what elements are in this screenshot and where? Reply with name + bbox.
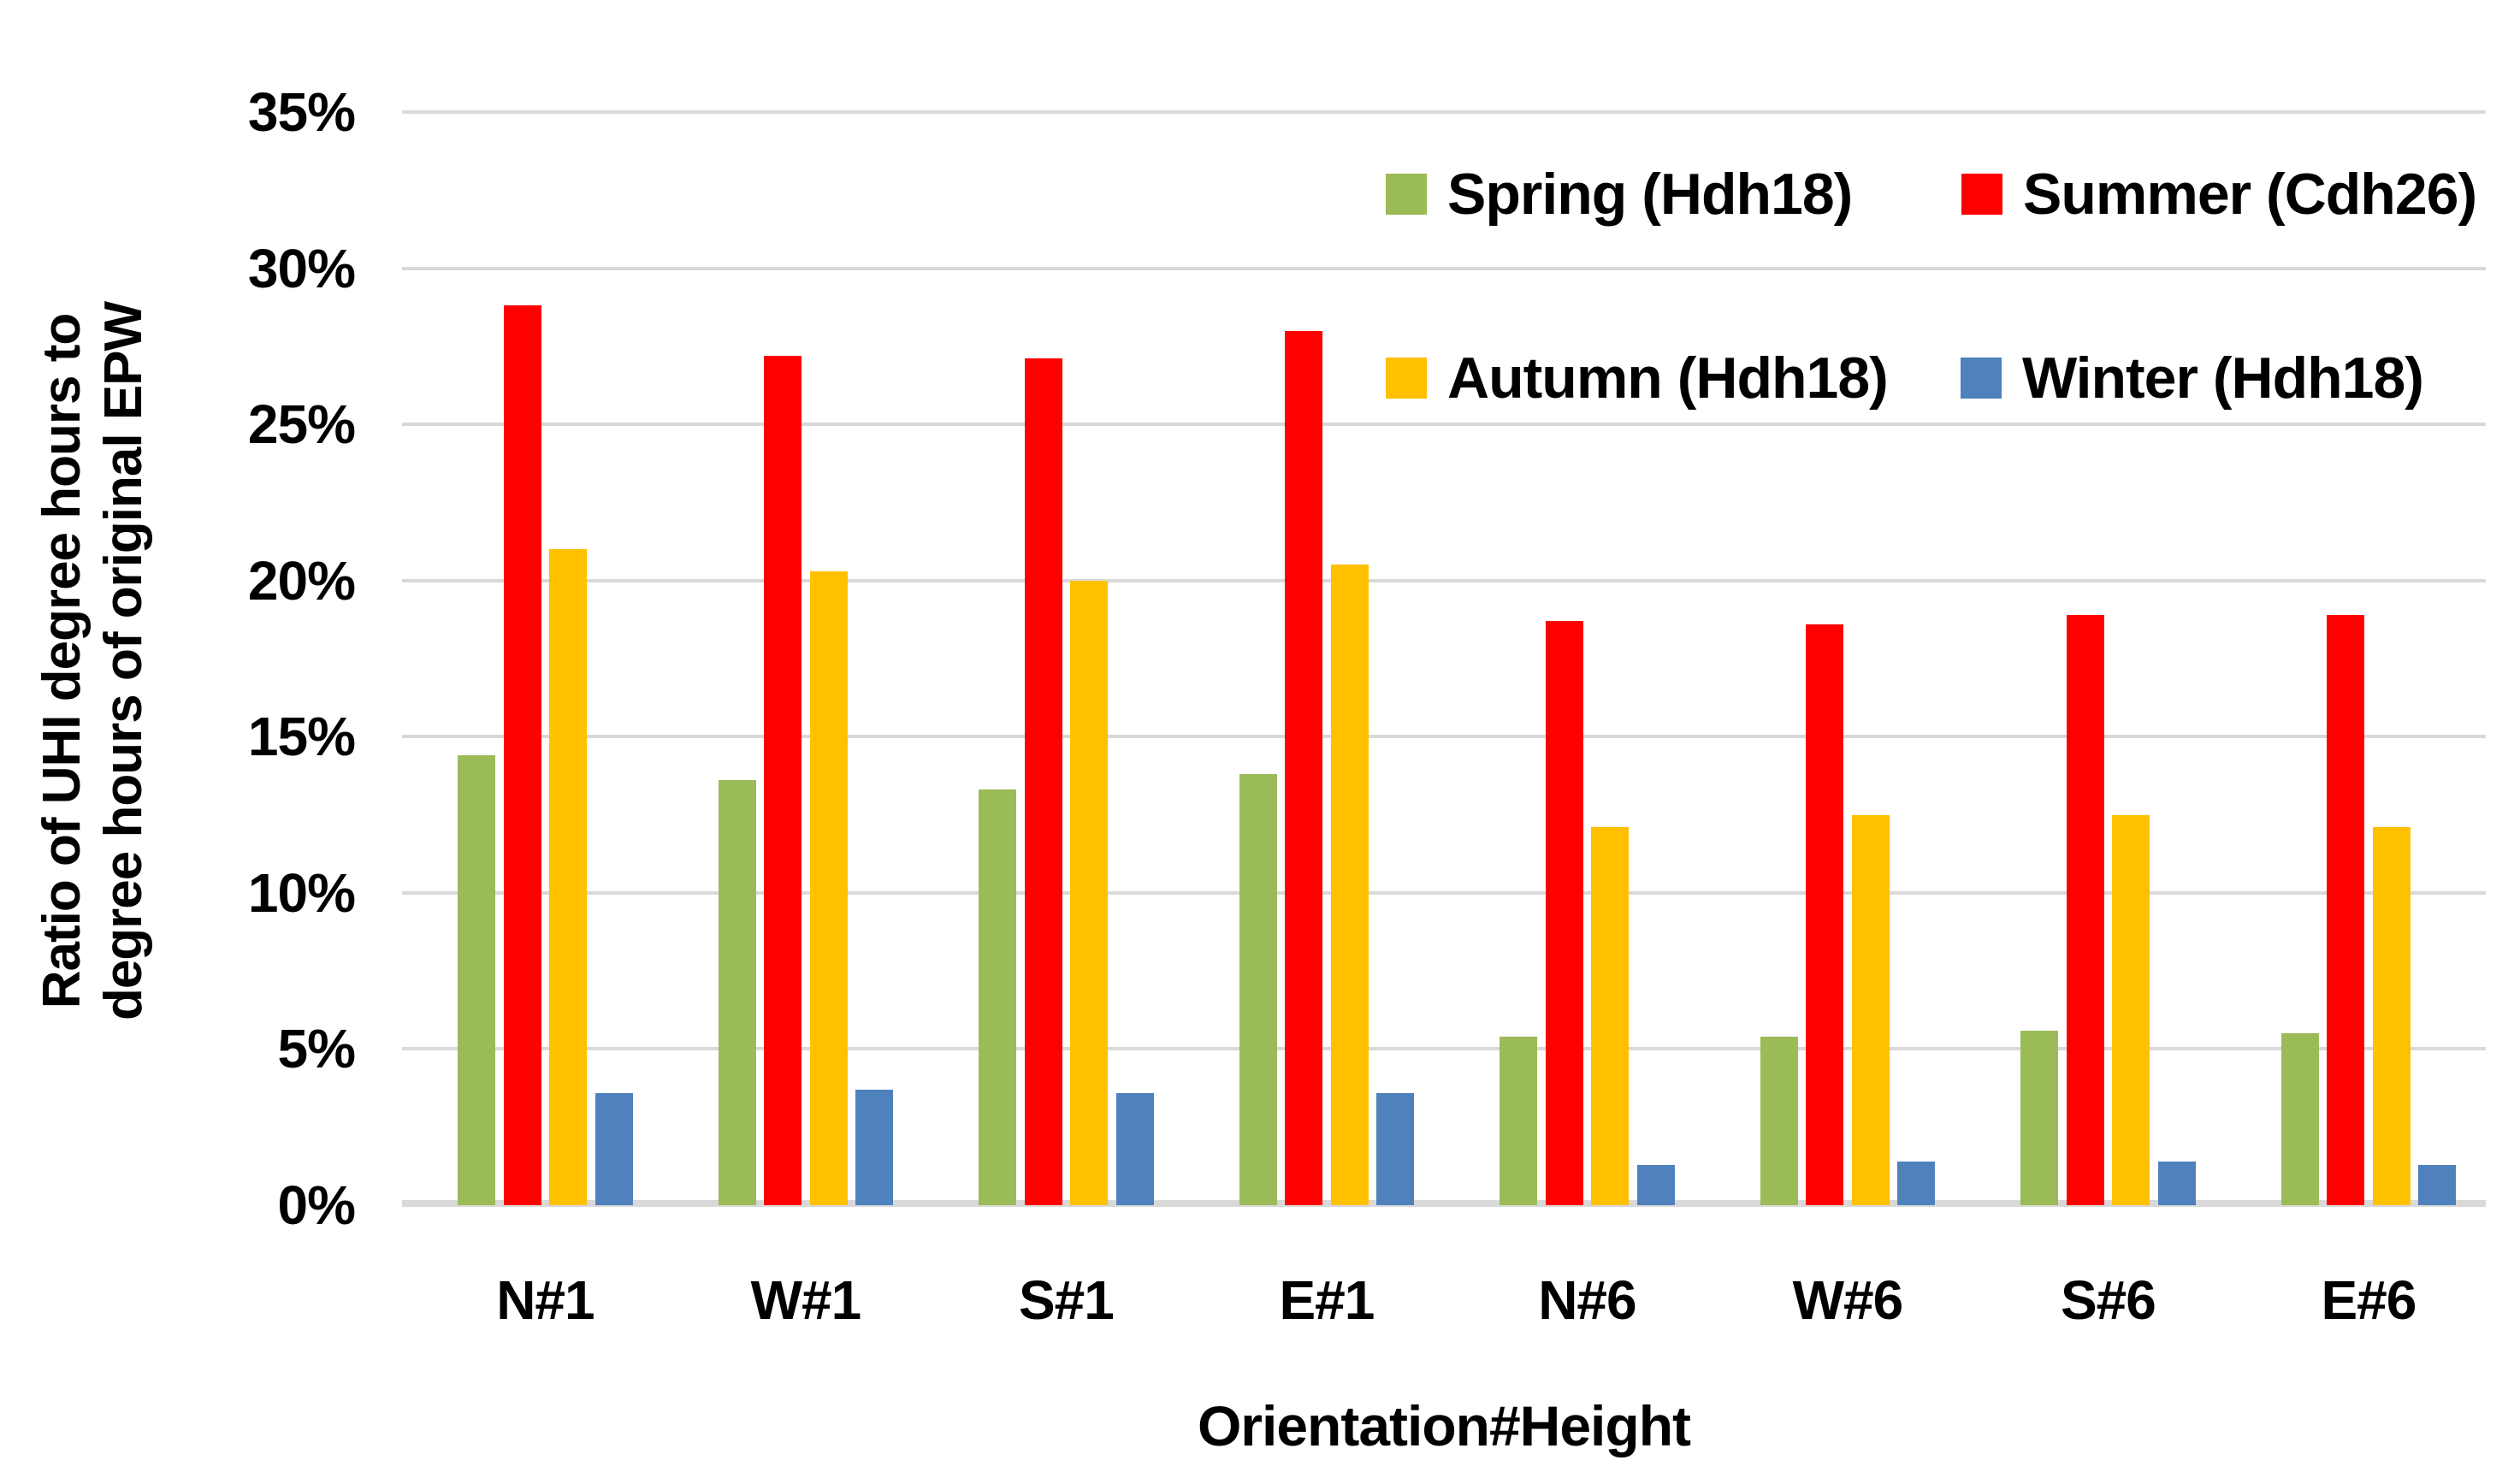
y-tick-label: 5% — [277, 1018, 357, 1080]
bar-autumn-N#6 — [1591, 827, 1630, 1205]
bar-autumn-W#6 — [1851, 814, 1890, 1205]
bar-spring-N#6 — [1500, 1036, 1537, 1205]
y-tick-label: 25% — [247, 393, 356, 456]
x-category-label-N1: N#1 — [496, 1269, 595, 1331]
legend-item-autumn: Autumn (Hdh18) — [1386, 346, 1889, 411]
gridline — [402, 266, 2486, 270]
bar-spring-W#6 — [1760, 1036, 1798, 1205]
gridline — [402, 735, 2486, 739]
bar-autumn-E#1 — [1330, 565, 1369, 1205]
y-tick-label: 30% — [247, 237, 356, 299]
bar-winter-S#6 — [2157, 1161, 2196, 1205]
bar-summer-E#1 — [1285, 330, 1323, 1205]
bar-winter-E#1 — [1376, 1092, 1415, 1205]
bar-spring-S#1 — [979, 789, 1016, 1205]
y-tick-label: 35% — [247, 81, 356, 143]
bar-winter-W#6 — [1897, 1161, 1936, 1205]
bar-winter-W#1 — [855, 1089, 894, 1205]
y-tick-label: 15% — [247, 706, 356, 768]
x-axis-title: Orientation#Height — [1197, 1394, 1691, 1457]
y-tick-label: 10% — [247, 861, 356, 924]
gridline — [402, 578, 2486, 582]
legend-label: Spring (Hdh18) — [1447, 162, 1853, 227]
legend-swatch-autumn — [1386, 358, 1427, 399]
bar-autumn-S#1 — [1070, 580, 1109, 1205]
legend-item-winter: Winter (Hdh18) — [1961, 346, 2424, 411]
gridline — [402, 1047, 2486, 1051]
x-category-label-E6: E#6 — [2321, 1269, 2416, 1331]
bar-autumn-N#1 — [549, 549, 588, 1205]
legend-swatch-summer — [1961, 174, 2002, 215]
bar-autumn-E#6 — [2372, 827, 2411, 1205]
bar-winter-E#6 — [2418, 1164, 2457, 1205]
legend-item-summer: Summer (Cdh26) — [1961, 165, 2477, 223]
x-category-label-S6: S#6 — [2060, 1269, 2156, 1331]
legend-swatch-spring — [1386, 174, 1427, 215]
y-axis-title-line1: Ratio of UHI degree hours to — [33, 313, 92, 1009]
x-category-label-E1: E#1 — [1279, 1269, 1375, 1331]
bar-autumn-S#6 — [2112, 814, 2150, 1205]
x-category-label-S1: S#1 — [1018, 1269, 1115, 1331]
legend-item-spring: Spring (Hdh18) — [1386, 165, 1853, 223]
bar-summer-E#6 — [2327, 614, 2365, 1205]
bar-autumn-W#1 — [809, 571, 848, 1205]
x-axis-line — [402, 1200, 2486, 1207]
legend-label: Autumn (Hdh18) — [1447, 346, 1889, 411]
plot-area — [402, 110, 2486, 1207]
gridline — [402, 110, 2486, 114]
bar-winter-N#1 — [595, 1092, 633, 1205]
bar-winter-N#6 — [1636, 1164, 1675, 1205]
x-category-label-W6: W#6 — [1792, 1269, 1904, 1331]
bar-spring-N#1 — [458, 755, 495, 1205]
bar-summer-N#6 — [1545, 621, 1583, 1205]
bar-summer-S#1 — [1024, 358, 1062, 1205]
bar-spring-S#6 — [2020, 1030, 2058, 1205]
bar-summer-S#6 — [2066, 614, 2104, 1205]
gridline — [402, 423, 2486, 427]
bar-spring-E#6 — [2280, 1033, 2319, 1205]
legend-label: Winter (Hdh18) — [2022, 346, 2424, 411]
legend-swatch-winter — [1961, 358, 2002, 399]
bar-summer-W#1 — [764, 355, 802, 1205]
bar-spring-W#1 — [718, 780, 756, 1205]
legend-label: Summer (Cdh26) — [2023, 162, 2477, 227]
y-tick-label: 20% — [247, 549, 356, 612]
bar-spring-E#1 — [1239, 774, 1277, 1205]
gridline — [402, 890, 2486, 895]
bar-summer-W#6 — [1806, 624, 1844, 1205]
y-tick-label: 0% — [277, 1174, 357, 1236]
x-category-label-W1: W#1 — [750, 1269, 862, 1331]
x-category-label-N6: N#6 — [1538, 1269, 1636, 1331]
bar-summer-N#1 — [503, 305, 541, 1205]
bar-winter-S#1 — [1115, 1092, 1154, 1205]
